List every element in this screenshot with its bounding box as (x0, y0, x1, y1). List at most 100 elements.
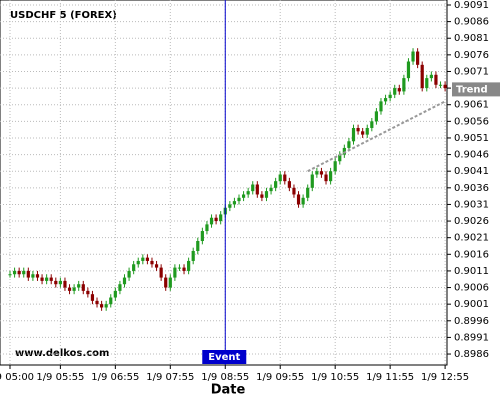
candle-body (141, 257, 145, 261)
candle-body (324, 174, 328, 182)
candle-body (269, 187, 273, 192)
candle-body (406, 61, 411, 79)
candle-body (329, 171, 333, 182)
candle-body (393, 88, 397, 95)
candle-body (118, 284, 122, 291)
y-tick-label: 0.9011 (454, 266, 489, 277)
trend-label: Trend (456, 84, 488, 95)
x-tick-label: 1/9 11:55 (366, 372, 414, 383)
candle-body (301, 197, 305, 205)
x-tick-label: 1/9 05:55 (36, 372, 84, 383)
candle-body (182, 267, 186, 271)
candle-body (86, 290, 90, 295)
candle-body (438, 84, 443, 86)
candle-body (397, 88, 401, 92)
candle-body (58, 280, 62, 285)
event-label-box (202, 350, 247, 364)
candle-body (214, 217, 218, 222)
y-tick-label: 0.9006 (454, 283, 489, 294)
candle-body (411, 51, 415, 62)
candle-body (361, 131, 365, 135)
y-tick-label: 0.9081 (454, 33, 489, 44)
candle-body (8, 274, 12, 276)
y-tick-label: 0.8986 (454, 349, 489, 360)
candle-body (63, 280, 67, 288)
candle-body (296, 194, 301, 205)
candle-body (100, 304, 104, 308)
watermark: www.delkos.com (15, 348, 109, 359)
chart-title: USDCHF 5 (FOREX) (10, 10, 117, 21)
candle-body (429, 74, 433, 79)
candle-body (159, 267, 163, 278)
y-tick-label: 0.8996 (454, 316, 489, 327)
x-tick-label: 1/9 06:55 (91, 372, 139, 383)
candle-body (187, 260, 191, 271)
candle-body (81, 284, 85, 291)
y-tick-label: 0.9061 (454, 100, 489, 111)
x-tick-label: 1/9 10:55 (311, 372, 359, 383)
candle-body (264, 191, 269, 198)
y-tick-label: 0.9091 (454, 0, 489, 11)
candle-body (383, 98, 388, 102)
candle-body (402, 78, 406, 92)
candle-body (374, 111, 378, 122)
candle-body (287, 181, 291, 188)
y-tick-label: 0.9071 (454, 66, 489, 77)
candle-body (420, 64, 424, 89)
candle-body (283, 174, 287, 182)
y-tick-label: 0.9021 (454, 233, 489, 244)
candle-body (136, 260, 140, 265)
y-tick-label: 0.9086 (454, 17, 489, 28)
candle-body (219, 214, 223, 222)
candle-body (425, 78, 429, 89)
trend-label-box (452, 82, 500, 97)
candle-body (209, 217, 214, 225)
candle-body (26, 270, 30, 278)
candle-body (306, 187, 310, 198)
candle-body (72, 287, 76, 291)
x-axis-label: Date (211, 383, 246, 398)
x-tick-label: 1/9 05:00 (0, 372, 34, 383)
candle-body (150, 260, 154, 265)
candle-body (168, 277, 172, 288)
candle-body (333, 161, 337, 172)
trend-line (307, 100, 446, 173)
y-tick-label: 0.9016 (454, 249, 489, 260)
candle-body (104, 304, 108, 308)
candle-body (274, 181, 278, 188)
candle-body (113, 290, 117, 298)
x-tick-label: 1/9 12:55 (421, 372, 469, 383)
candle-body (241, 194, 246, 198)
candle-body (40, 277, 44, 281)
candle-body (228, 204, 232, 208)
candle-body (278, 174, 282, 182)
candle-body (246, 191, 250, 195)
candle-body (173, 267, 177, 278)
candle-body (22, 270, 26, 275)
y-tick-label: 0.9036 (454, 183, 489, 194)
candle-body (434, 74, 438, 85)
candle-body (132, 264, 136, 271)
candle-body (237, 197, 241, 202)
y-tick-label: 0.9031 (454, 199, 489, 210)
candle-body (347, 141, 351, 148)
y-tick-label: 0.9001 (454, 299, 489, 310)
x-tick-label: 1/9 09:55 (256, 372, 304, 383)
candle-body (365, 127, 369, 135)
candle-body (379, 101, 383, 112)
candle-body (319, 171, 324, 175)
candle-body (12, 270, 17, 275)
x-tick-label: 1/9 08:55 (201, 372, 249, 383)
plot-frame (0, 0, 448, 366)
y-tick-label: 0.8991 (454, 332, 489, 343)
candle-body (54, 280, 58, 285)
candle-body (351, 127, 356, 142)
candle-body (95, 300, 99, 305)
candle-body (164, 277, 168, 288)
candle-body (196, 241, 200, 251)
y-tick-label: 0.9041 (454, 166, 489, 177)
candle-body (177, 267, 182, 269)
candle-body (127, 270, 131, 278)
candle-body (45, 277, 49, 281)
